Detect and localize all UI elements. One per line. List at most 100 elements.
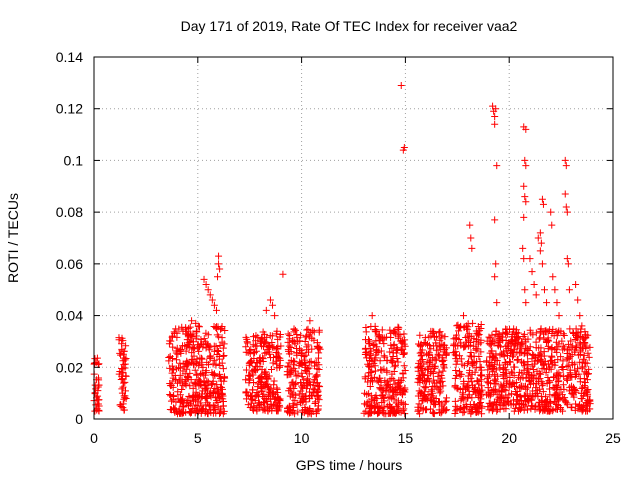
data-point bbox=[400, 349, 408, 357]
data-point bbox=[247, 345, 255, 353]
data-point bbox=[268, 365, 276, 373]
data-point bbox=[504, 351, 512, 359]
data-point bbox=[293, 331, 301, 339]
data-point bbox=[544, 396, 552, 404]
data-point bbox=[363, 401, 371, 409]
data-point bbox=[258, 366, 266, 374]
data-point bbox=[502, 405, 510, 413]
data-point bbox=[464, 358, 472, 366]
data-point bbox=[120, 361, 128, 369]
data-point bbox=[206, 354, 214, 362]
data-point bbox=[555, 340, 563, 348]
data-point-outlier bbox=[491, 216, 499, 224]
data-point bbox=[259, 358, 267, 366]
data-point bbox=[536, 385, 544, 393]
data-point bbox=[452, 367, 460, 375]
data-point-outlier bbox=[555, 312, 563, 320]
data-point bbox=[289, 393, 297, 401]
data-point bbox=[202, 367, 210, 375]
data-point bbox=[464, 384, 472, 392]
data-point bbox=[186, 337, 194, 345]
data-point bbox=[462, 322, 470, 330]
data-point bbox=[420, 383, 428, 391]
data-point bbox=[425, 378, 433, 386]
data-point bbox=[291, 410, 299, 418]
data-point bbox=[209, 360, 217, 368]
data-point bbox=[303, 332, 311, 340]
data-point bbox=[439, 382, 447, 390]
data-point bbox=[423, 396, 431, 404]
data-point bbox=[284, 362, 292, 370]
data-point bbox=[523, 345, 531, 353]
data-point bbox=[548, 352, 556, 360]
data-point-outlier bbox=[521, 286, 529, 294]
data-point bbox=[585, 353, 593, 361]
data-point bbox=[302, 333, 310, 341]
data-point bbox=[471, 386, 479, 394]
data-point bbox=[218, 359, 226, 367]
data-point bbox=[567, 344, 575, 352]
data-point bbox=[438, 402, 446, 410]
data-point bbox=[166, 406, 174, 414]
data-point bbox=[460, 404, 468, 412]
data-point bbox=[495, 335, 503, 343]
data-point bbox=[554, 405, 562, 413]
data-point bbox=[441, 333, 449, 341]
data-point bbox=[289, 380, 297, 388]
data-point bbox=[437, 378, 445, 386]
data-point-outlier bbox=[574, 296, 582, 304]
data-point bbox=[372, 351, 380, 359]
data-point bbox=[394, 358, 402, 366]
data-point bbox=[245, 347, 253, 355]
data-point bbox=[513, 391, 521, 399]
data-point bbox=[186, 369, 194, 377]
data-point bbox=[116, 401, 124, 409]
data-point-outlier bbox=[537, 239, 545, 247]
data-point bbox=[294, 408, 302, 416]
data-point bbox=[397, 398, 405, 406]
data-point bbox=[512, 388, 520, 396]
data-point bbox=[470, 342, 478, 350]
data-point-outlier bbox=[491, 112, 499, 120]
data-point bbox=[490, 353, 498, 361]
data-point bbox=[474, 407, 482, 415]
data-point bbox=[361, 336, 369, 344]
data-point bbox=[459, 409, 467, 417]
data-point bbox=[536, 327, 544, 335]
data-point bbox=[546, 385, 554, 393]
data-point bbox=[528, 372, 536, 380]
data-point bbox=[524, 360, 532, 368]
data-point bbox=[265, 391, 273, 399]
data-point bbox=[488, 365, 496, 373]
data-point bbox=[252, 366, 260, 374]
data-point bbox=[274, 394, 282, 402]
data-point bbox=[536, 375, 544, 383]
data-point bbox=[120, 395, 128, 403]
data-point bbox=[210, 404, 218, 412]
data-point bbox=[586, 343, 594, 351]
data-point bbox=[380, 365, 388, 373]
data-point bbox=[417, 388, 425, 396]
data-point bbox=[431, 362, 439, 370]
data-point bbox=[438, 374, 446, 382]
data-point bbox=[244, 401, 252, 409]
data-point bbox=[466, 366, 474, 374]
data-point bbox=[288, 389, 296, 397]
data-point bbox=[312, 398, 320, 406]
data-point bbox=[439, 367, 447, 375]
data-point bbox=[419, 406, 427, 414]
data-point bbox=[189, 391, 197, 399]
data-point bbox=[517, 393, 525, 401]
data-point bbox=[185, 373, 193, 381]
data-point bbox=[551, 391, 559, 399]
data-point bbox=[474, 322, 482, 330]
data-point bbox=[210, 356, 218, 364]
data-point bbox=[119, 383, 127, 391]
data-point bbox=[166, 380, 174, 388]
data-point bbox=[195, 347, 203, 355]
y-tick-label: 0.02 bbox=[56, 359, 83, 375]
data-point bbox=[259, 343, 267, 351]
data-point bbox=[273, 360, 281, 368]
data-point bbox=[478, 382, 486, 390]
data-point bbox=[478, 410, 486, 418]
